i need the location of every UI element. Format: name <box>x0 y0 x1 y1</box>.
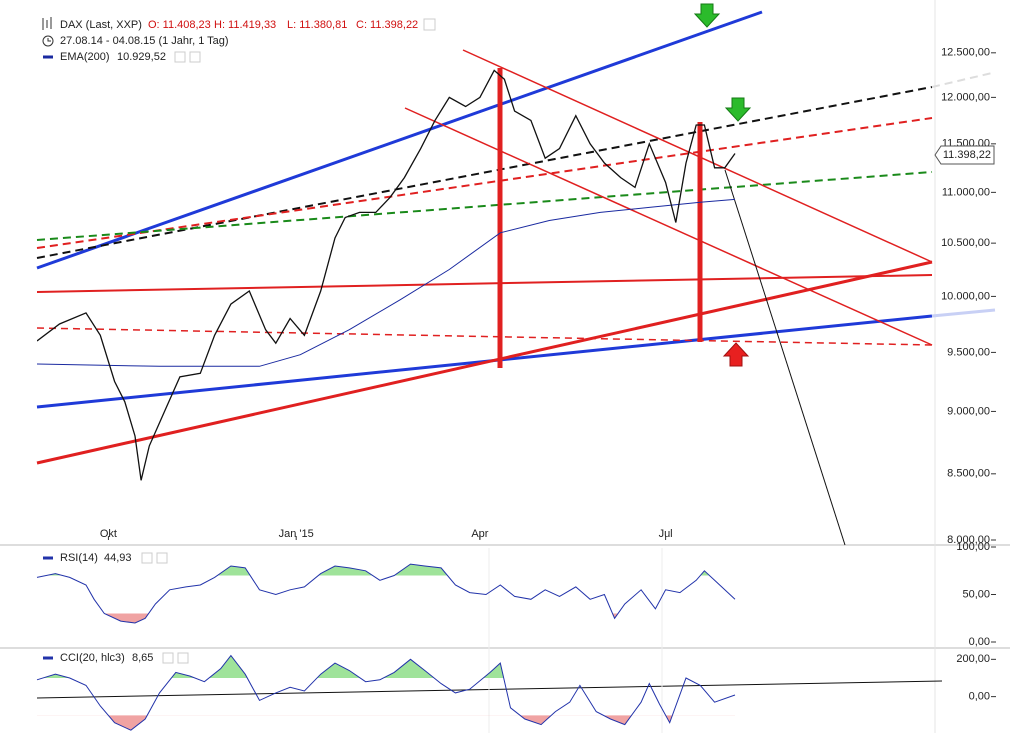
trendline <box>36 327 933 346</box>
trendline <box>36 171 933 241</box>
oversold-fill <box>37 613 735 623</box>
x-tick-label: Okt <box>100 528 117 540</box>
y-tick-label: 8.000,00 <box>947 534 990 546</box>
clock-icon <box>42 35 54 47</box>
trendline <box>724 169 846 546</box>
trendline <box>36 274 933 293</box>
y-tick-label: 0,00 <box>969 691 990 703</box>
quote-close: C: 11.398,22 <box>356 19 418 31</box>
y-tick-label: 100,00 <box>956 541 990 553</box>
arrow-down <box>724 97 752 122</box>
trendline <box>36 10 763 270</box>
chart-icon <box>42 17 52 30</box>
quote-open: O: 11.408,23 <box>148 19 211 31</box>
legend-label: CCI(20, hlc3) <box>60 652 125 664</box>
clock-hand <box>47 38 51 42</box>
overbought-fill <box>42 655 504 678</box>
trendline <box>36 117 933 249</box>
y-tick-label: 12.000,00 <box>941 91 990 103</box>
settings-icon[interactable] <box>162 652 174 664</box>
y-tick-label: 9.000,00 <box>947 405 990 417</box>
y-tick-label: 10.000,00 <box>941 290 990 302</box>
last-price: 11.398,22 <box>943 149 991 161</box>
instrument-title: DAX (Last, XXP) <box>60 19 142 31</box>
y-tick-label: 12.500,00 <box>941 47 990 59</box>
y-tick-label: 200,00 <box>956 653 990 665</box>
trendline <box>36 260 933 465</box>
last-price-box <box>934 145 995 165</box>
trendlines <box>36 10 996 733</box>
legend-label: RSI(14) <box>60 552 98 564</box>
close-icon[interactable] <box>189 51 201 63</box>
oversold-fill <box>37 715 735 731</box>
close-icon[interactable] <box>156 552 168 564</box>
trendline <box>36 86 933 259</box>
arrow-up <box>722 342 750 367</box>
trendline <box>931 308 996 318</box>
y-tick-label: 10.500,00 <box>941 237 990 249</box>
ema-line <box>37 198 736 367</box>
quote-low: L: 11.380,81 <box>287 19 347 31</box>
y-tick-label: 50,00 <box>962 588 990 600</box>
indicator-line <box>36 654 736 731</box>
y-tick-label: 8.500,00 <box>947 468 990 480</box>
arrow-down <box>693 3 721 28</box>
indicator-line <box>36 563 736 624</box>
trendline <box>404 107 933 346</box>
y-tick-label: 0,00 <box>969 636 990 648</box>
legend-value: 44,93 <box>104 552 132 564</box>
legend-value: 8,65 <box>132 652 153 664</box>
y-tick-label: 11.000,00 <box>942 186 990 198</box>
x-tick-label: Apr <box>471 528 488 540</box>
y-tick-label: 9.500,00 <box>947 346 990 358</box>
x-tick-label: Jan '15 <box>279 528 314 540</box>
x-tick-label: Jul <box>659 528 673 540</box>
plot <box>36 654 736 731</box>
legend-label: EMA(200) <box>60 51 110 63</box>
quote-high: H: 11.419,33 <box>214 19 276 31</box>
settings-icon[interactable] <box>174 51 186 63</box>
period: 27.08.14 - 04.08.15 (1 Jahr, 1 Tag) <box>60 35 229 47</box>
close-icon[interactable] <box>177 652 189 664</box>
plot <box>37 69 736 481</box>
header-icons <box>42 17 436 664</box>
trendline <box>931 72 993 88</box>
settings-icon[interactable] <box>423 18 436 31</box>
settings-icon[interactable] <box>141 552 153 564</box>
legend-value: 10.929,52 <box>117 51 166 63</box>
plot <box>36 563 736 624</box>
price-line <box>37 69 736 481</box>
